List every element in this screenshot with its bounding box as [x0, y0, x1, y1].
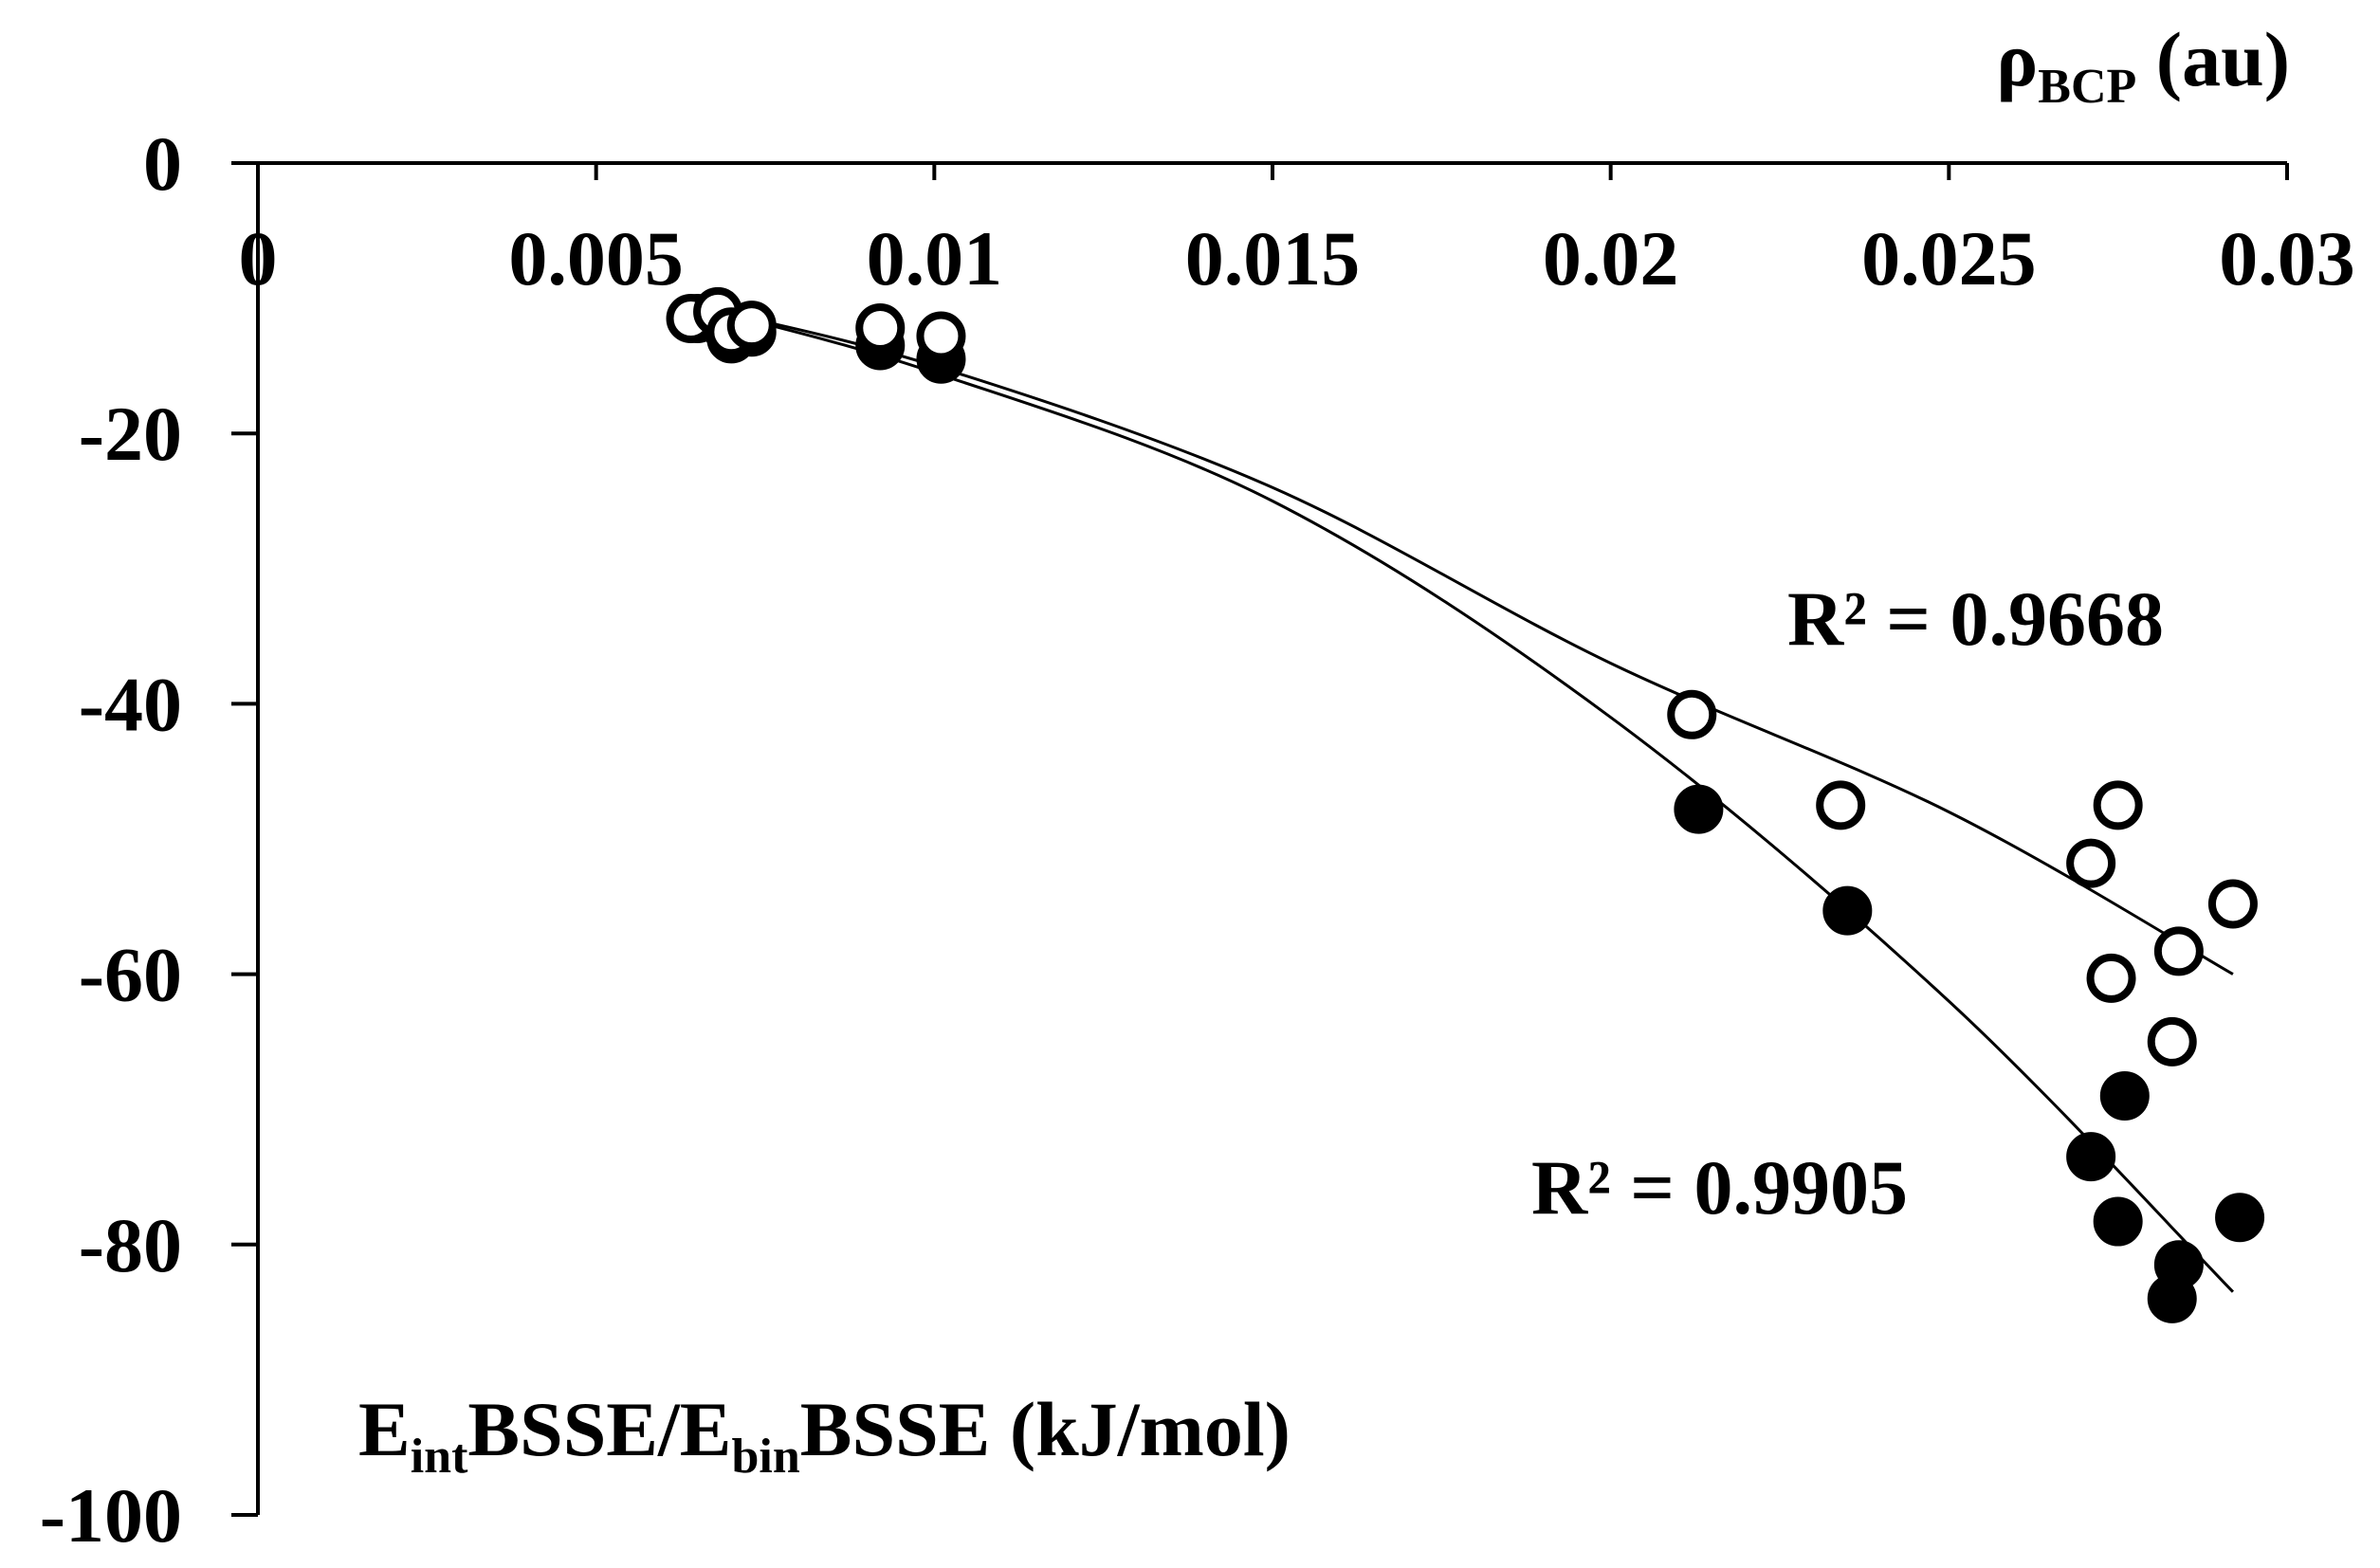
data-point-filled [2099, 1070, 2150, 1121]
data-point-open [1816, 780, 1866, 830]
data-point-open [916, 311, 966, 361]
data-point-open [2093, 780, 2143, 830]
data-point-filled [2093, 1196, 2143, 1247]
x-tick-label: 0.02 [1543, 215, 1679, 301]
y-tick-label: -20 [79, 391, 182, 477]
data-point-open [2147, 1016, 2197, 1067]
x-tick-label: 0 [239, 215, 278, 301]
data-point-filled [1674, 784, 1724, 834]
x-tick-label: 0.025 [1861, 215, 2037, 301]
x-tick-label: 0.015 [1185, 215, 1361, 301]
data-point-filled [2066, 1132, 2116, 1182]
y-tick-label: -100 [40, 1472, 182, 1559]
y-tick-label: -60 [79, 932, 182, 1018]
y-tick-label: 0 [143, 120, 182, 207]
y-tick-label: -40 [79, 661, 182, 747]
r2-label: R² = 0.9668 [1787, 575, 2164, 662]
data-point-filled [2153, 1240, 2204, 1290]
r2-label: R² = 0.9905 [1531, 1144, 1908, 1231]
data-point-open [2207, 879, 2258, 929]
x-tick-label: 0.03 [2219, 215, 2355, 301]
data-point-open [2066, 838, 2116, 888]
data-point-open [2086, 953, 2136, 1003]
x-axis-title: ρBCP (au) [1996, 16, 2290, 114]
data-point-open [855, 302, 906, 353]
x-tick-label: 0.005 [508, 215, 684, 301]
trendline-ebin [690, 303, 2235, 1293]
labels: R² = 0.9668 R² = 0.9905 [1531, 575, 2164, 1231]
data-point-open [726, 301, 777, 351]
trendlines [690, 303, 2235, 1293]
axes: 0 0.005 0.01 0.015 0.02 0.025 0.03 0 -20 -40 -60 -8… [40, 120, 2355, 1559]
y-axis-title: EintBSSE/EbinBSSE (kJ/mol) [358, 1386, 1291, 1484]
y-tick-label: -80 [79, 1202, 182, 1288]
x-tick-label: 0.01 [867, 215, 1003, 301]
data-point-filled [2215, 1193, 2265, 1243]
data-point-filled [1822, 885, 1873, 936]
data-point-open [2153, 926, 2204, 976]
data-points [666, 286, 2265, 1323]
data-point-open [1667, 689, 1717, 739]
